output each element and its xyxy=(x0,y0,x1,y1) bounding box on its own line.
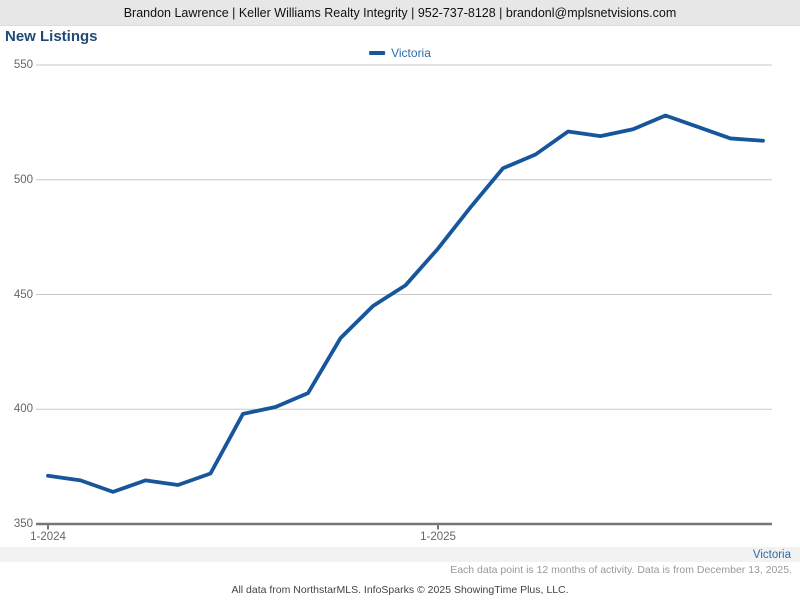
footer-band: Victoria xyxy=(0,547,800,562)
y-tick-label: 500 xyxy=(13,173,33,186)
y-tick-label: 350 xyxy=(13,518,33,530)
y-tick-label: 550 xyxy=(13,59,33,71)
y-tick-label: 450 xyxy=(13,288,33,301)
agent-contact-line: Brandon Lawrence | Keller Williams Realt… xyxy=(123,5,677,20)
legend-series-label: Victoria xyxy=(391,46,431,60)
y-tick-label: 400 xyxy=(13,403,33,416)
footer-series-label: Victoria xyxy=(752,548,791,561)
x-tick-label: 1-2024 xyxy=(30,531,66,543)
x-tick-label: 1-2025 xyxy=(420,531,456,543)
legend-line-swatch xyxy=(369,51,386,55)
page-title: New Listings xyxy=(5,28,98,45)
data-note: Each data point is 12 months of activity… xyxy=(450,564,792,576)
attribution-note: All data from NorthstarMLS. InfoSparks ©… xyxy=(231,584,569,596)
agent-header-bar: Brandon Lawrence | Keller Williams Realt… xyxy=(0,0,800,26)
series-line-victoria xyxy=(46,113,765,494)
chart-legend: Victoria xyxy=(369,46,431,60)
